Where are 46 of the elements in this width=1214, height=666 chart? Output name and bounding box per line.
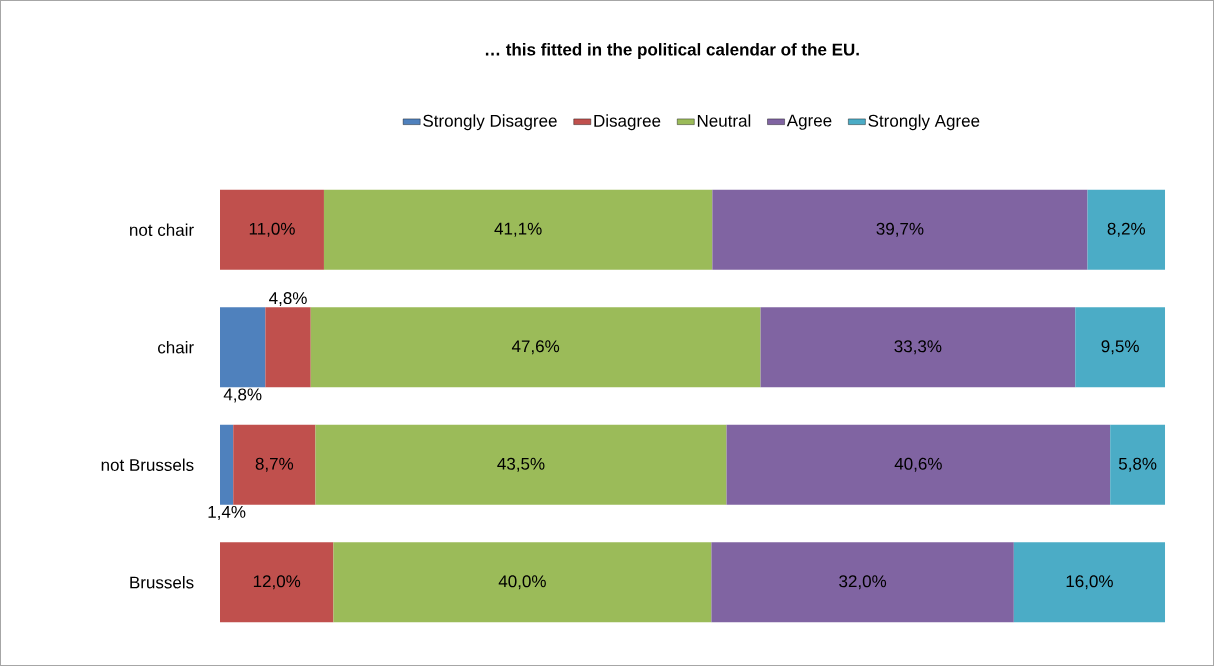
bar — [726, 424, 1111, 505]
bar — [233, 424, 316, 505]
data-label: 41,1% — [494, 222, 542, 237]
data-label: 9,5% — [1101, 340, 1139, 355]
y-tick-label: not chair — [130, 223, 194, 236]
y-tick-label: not Brussels — [101, 458, 194, 471]
bar — [220, 307, 266, 388]
legend-label: Strongly Disagree — [423, 114, 557, 131]
legend-label: Neutral — [697, 114, 751, 127]
bar — [265, 307, 311, 388]
data-label: 8,2% — [1107, 222, 1146, 237]
y-tick-label: Brussels — [130, 576, 194, 589]
data-label: 4,8% — [269, 292, 307, 307]
bar — [220, 189, 324, 270]
bar — [333, 542, 712, 623]
bar — [712, 189, 1088, 270]
data-label: 40,0% — [498, 575, 546, 590]
bar — [1013, 542, 1166, 623]
data-label: 1,4% — [208, 505, 246, 520]
data-label: 8,7% — [255, 457, 294, 472]
bar — [1087, 189, 1166, 270]
data-label: 5,8% — [1118, 457, 1157, 472]
data-label: 4,8% — [223, 388, 262, 403]
chart-title: … this fitted in the political calendar of the EU. — [485, 43, 859, 59]
bar — [310, 307, 761, 388]
bar — [1075, 307, 1166, 388]
data-label: 32,0% — [839, 575, 887, 590]
bar — [220, 424, 234, 505]
legend-label: Agree — [786, 114, 832, 130]
data-label: 47,6% — [511, 340, 560, 355]
bar — [711, 542, 1014, 623]
bar — [323, 189, 713, 270]
legend-label: Disagree — [594, 114, 661, 131]
data-label: 33,3% — [894, 340, 942, 355]
data-label: 12,0% — [253, 575, 301, 590]
legend-label: Strongly Agree — [868, 114, 980, 131]
data-label: 40,6% — [894, 457, 942, 472]
data-label: 39,7% — [876, 222, 924, 237]
bar — [315, 424, 727, 505]
bar — [760, 307, 1076, 388]
data-label: 43,5% — [497, 457, 545, 472]
data-label: 16,0% — [1066, 575, 1113, 590]
bar — [1110, 424, 1166, 505]
bar — [220, 542, 334, 623]
data-label: 11,0% — [249, 222, 295, 237]
y-tick-label: chair — [158, 341, 194, 354]
